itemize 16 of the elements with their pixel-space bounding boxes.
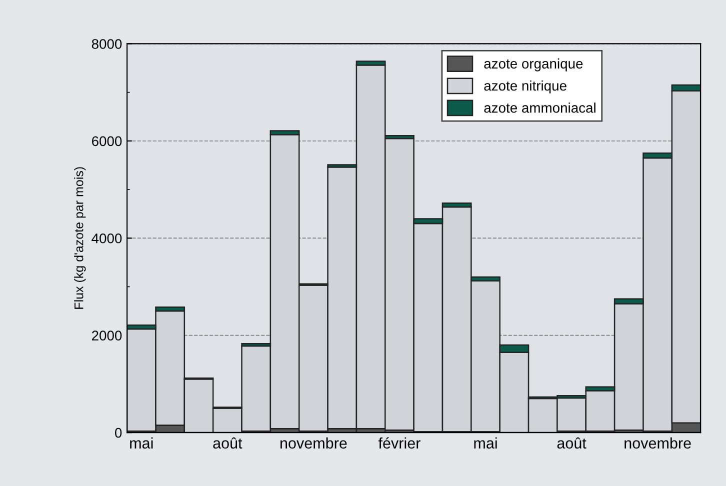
legend-label: azote nitrique bbox=[484, 80, 566, 94]
x-tick-label: août bbox=[213, 437, 242, 449]
x-tick-label: août bbox=[557, 437, 586, 449]
y-tick-label: 4000 bbox=[92, 233, 122, 244]
x-tick-label: mai bbox=[474, 437, 497, 449]
x-tick-label: novembre bbox=[624, 437, 691, 449]
legend-label: azote organique bbox=[484, 58, 583, 72]
y-tick-label: 6000 bbox=[92, 136, 122, 146]
y-axis-title: Flux (kg d'azote par mois) bbox=[74, 167, 86, 309]
x-tick-label: février bbox=[378, 437, 420, 449]
y-tick-label: 2000 bbox=[92, 330, 122, 341]
y-tick-label: 0 bbox=[115, 428, 122, 438]
x-tick-label: mai bbox=[130, 437, 153, 449]
x-tick-label: novembre bbox=[280, 437, 347, 449]
y-tick-label: 8000 bbox=[92, 39, 122, 49]
legend-label: azote ammoniacal bbox=[484, 102, 596, 113]
